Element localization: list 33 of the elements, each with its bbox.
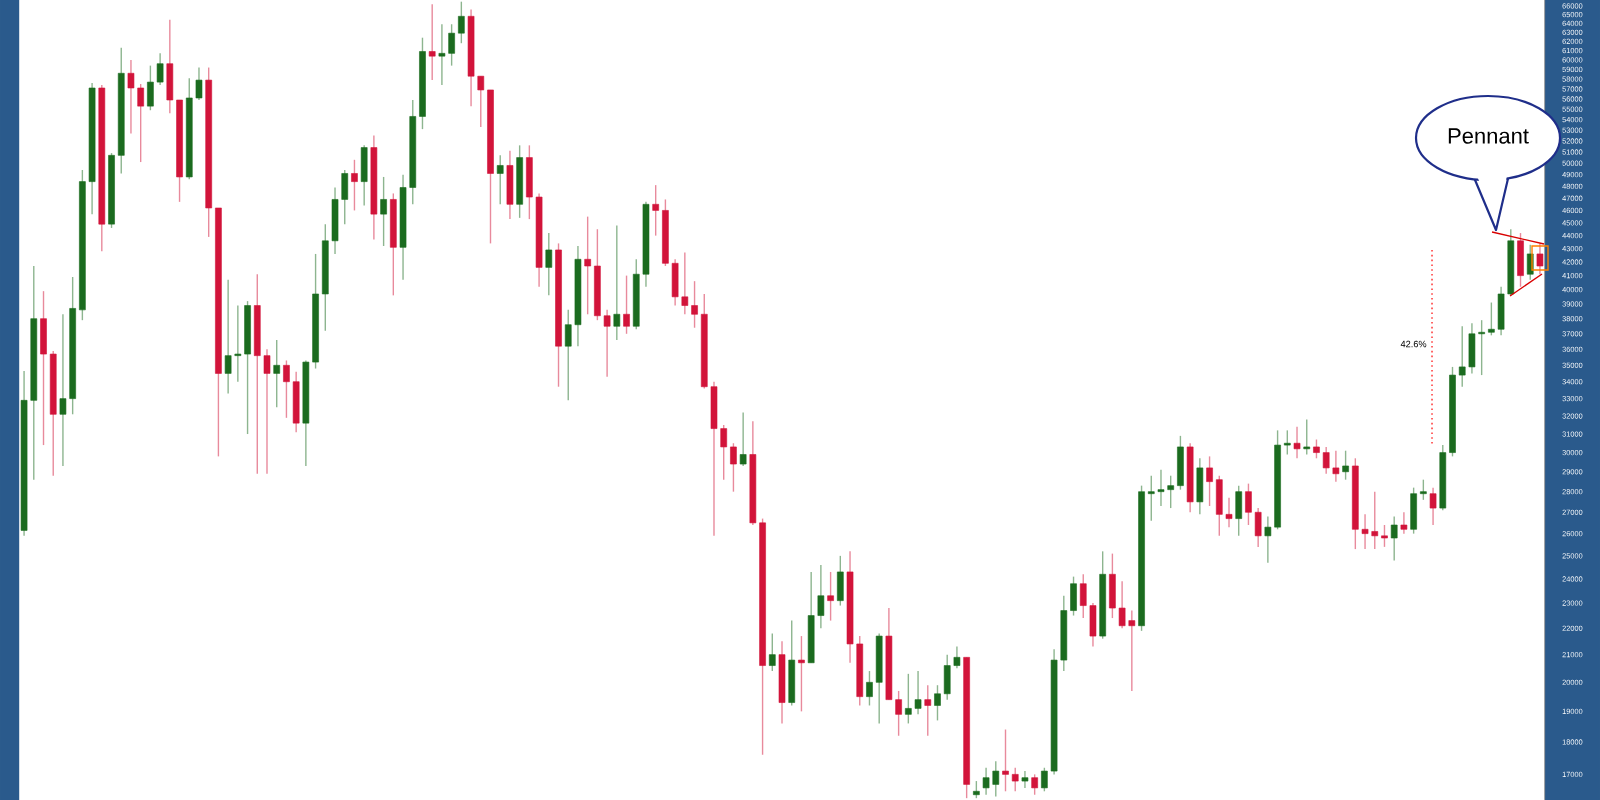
candlestick: [1021, 770, 1029, 789]
candlestick: [1390, 515, 1398, 562]
candlestick: [613, 224, 621, 341]
candlestick: [827, 571, 834, 622]
candlestick: [1400, 511, 1408, 535]
candlestick: [351, 159, 358, 212]
candlestick: [360, 144, 368, 207]
candlestick: [1031, 773, 1038, 796]
candlestick: [837, 555, 844, 607]
candlestick: [273, 339, 281, 408]
candlestick: [1536, 242, 1544, 275]
candlestick: [1429, 486, 1437, 526]
candlestick: [623, 274, 630, 335]
annotation: Pennant: [1448, 128, 1529, 144]
candlestick: [390, 192, 397, 297]
candlestick: [739, 411, 747, 467]
candlestick: [380, 176, 387, 247]
candlestick: [516, 144, 523, 219]
candlestick: [545, 232, 553, 297]
candlestick: [506, 150, 514, 220]
candlestick: [768, 632, 776, 672]
candlestick: [924, 684, 932, 737]
candlestick: [1235, 484, 1243, 537]
candlestick: [1342, 449, 1349, 481]
candlestick: [1303, 418, 1311, 456]
candlestick: [1293, 426, 1301, 459]
candlestick: [798, 635, 805, 713]
candlestick: [1196, 457, 1204, 516]
candlestick: [428, 3, 436, 81]
candlestick: [788, 619, 796, 707]
candlestick: [1517, 232, 1524, 288]
candlestick: [496, 154, 504, 206]
candlestick: [778, 640, 786, 725]
